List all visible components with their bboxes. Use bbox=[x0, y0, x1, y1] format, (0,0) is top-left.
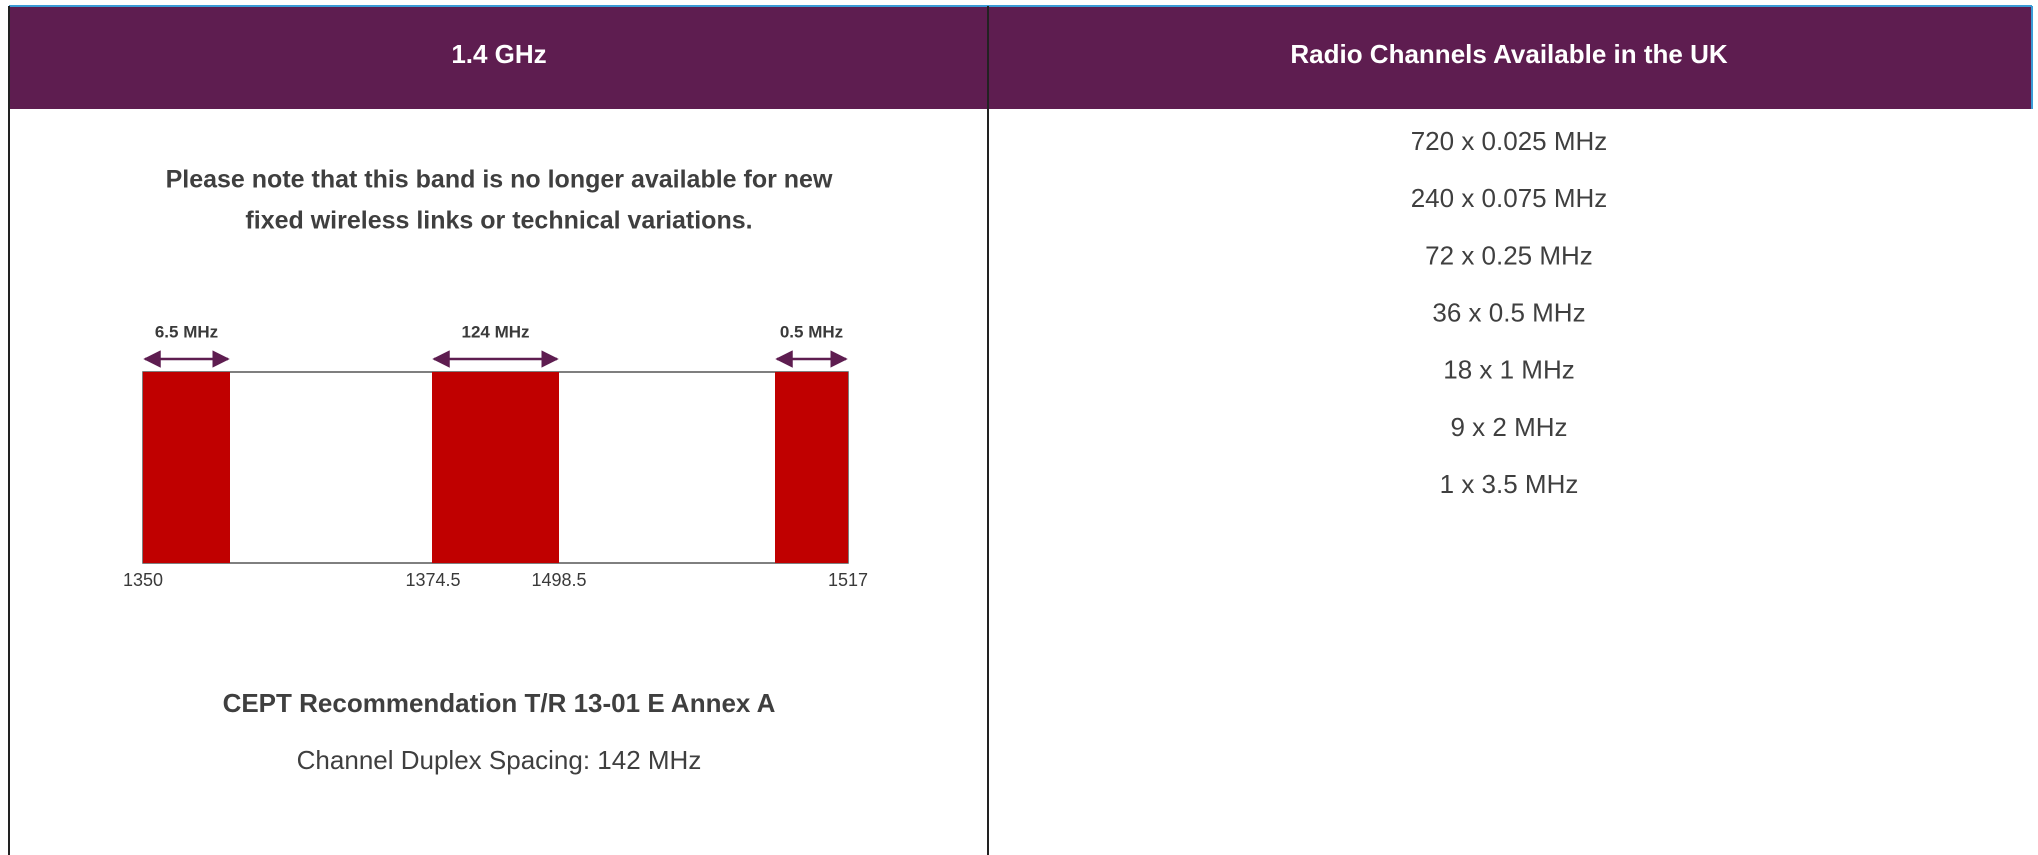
band-block bbox=[775, 372, 848, 563]
channel-option: 9 x 2 MHz bbox=[1450, 412, 1567, 442]
band-label: 0.5 MHz bbox=[780, 322, 843, 341]
channel-option: 36 x 0.5 MHz bbox=[1432, 297, 1585, 327]
note-line: Please note that this band is no longer … bbox=[166, 166, 833, 194]
header-cell: 1.4 GHz bbox=[451, 39, 546, 69]
recommendation: CEPT Recommendation T/R 13-01 E Annex A bbox=[223, 688, 776, 718]
note-line: fixed wireless links or technical variat… bbox=[245, 207, 752, 235]
frequency-label: 1374.5 bbox=[405, 570, 460, 590]
duplex-spacing: Channel Duplex Spacing: 142 MHz bbox=[297, 745, 702, 775]
band-label: 124 MHz bbox=[461, 322, 529, 341]
channel-option: 1 x 3.5 MHz bbox=[1440, 469, 1579, 499]
header-row bbox=[9, 6, 2032, 109]
band-block bbox=[432, 372, 559, 563]
channel-option: 720 x 0.025 MHz bbox=[1411, 126, 1608, 156]
band-label: 6.5 MHz bbox=[155, 322, 218, 341]
header-cell: Radio Channels Available in the UK bbox=[1290, 39, 1727, 69]
frequency-label: 1517 bbox=[828, 570, 868, 590]
channel-option: 72 x 0.25 MHz bbox=[1425, 240, 1593, 270]
channel-option: 18 x 1 MHz bbox=[1443, 355, 1575, 385]
band-block bbox=[143, 372, 230, 563]
frequency-label: 1498.5 bbox=[531, 570, 586, 590]
channel-option: 240 x 0.075 MHz bbox=[1411, 183, 1608, 213]
frequency-label: 1350 bbox=[123, 570, 163, 590]
